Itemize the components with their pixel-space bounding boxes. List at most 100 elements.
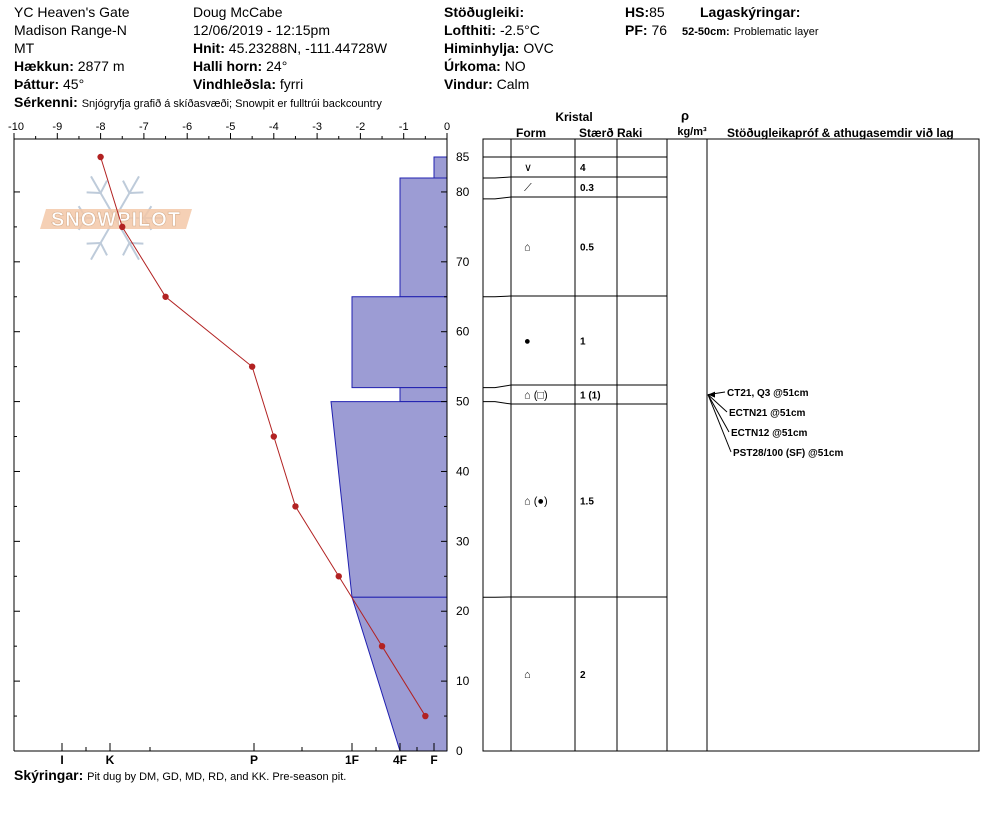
rho-header: ρ [681,108,689,123]
temperature-point [422,712,429,720]
depth-tick-label: 30 [456,534,470,548]
temperature-point [97,153,104,161]
moisture-header: Raki [617,126,642,140]
stability: Stöðugleiki: [444,4,525,20]
stability-test-result: CT21, Q3 @51cm [727,388,809,399]
temp-tick-label: -8 [96,121,106,133]
layer-boundary-line [483,176,667,179]
temp-tick-label: -10 [8,121,24,133]
size-header: Stærð [579,126,614,140]
range-name: Madison Range-N [14,22,127,38]
depth-top-label: 85 [456,150,470,164]
layer-grain-size: 0.5 [580,243,594,254]
layer-grain-form: ⟋ [524,182,532,194]
problem-layer-note: 52-50cm: Problematic layer [682,26,819,38]
temp-tick-label: -9 [52,121,62,133]
temp-tick-label: -1 [399,121,409,133]
precipitation: Úrkoma: NO [444,58,526,74]
depth-tick-label: 80 [456,185,470,199]
temperature-point [292,503,299,510]
layer-grain-size: 4 [580,163,586,174]
layer-grain-size: 0.3 [580,183,594,194]
layer-grain-form: ⌂ (●) [524,496,548,508]
temp-tick-label: -4 [269,121,279,133]
temperature-point [162,293,169,300]
depth-tick-label: 40 [456,464,470,478]
date-time: 12/06/2019 - 12:15pm [193,22,330,38]
density-unit-header: kg/m³ [677,126,707,138]
hardness-tick-label: I [60,753,63,767]
state-name: MT [14,40,35,56]
aspect: Þáttur: 45° [14,76,85,92]
kristal-header: Kristal [555,110,592,124]
logo-banner [40,209,192,229]
layer-grain-size: 1 [580,337,586,348]
slope-angle: Halli horn: 24° [193,58,288,74]
temp-tick-label: -2 [356,121,366,133]
air-temp: Lofthiti: -2.5°C [444,22,540,38]
depth-tick-label: 0 [456,744,463,758]
wind-speed: Vindur: Calm [444,76,530,92]
layer-grain-form: ⌂ [524,669,531,681]
test-pointer-line [707,394,732,453]
observer-name: Doug McCabe [193,4,283,20]
depth-tick-label: 70 [456,255,470,269]
notes: Skýringar: Pit dug by DM, GD, MD, RD, an… [14,767,347,783]
sky-cover: Himinhylja: OVC [444,40,554,56]
hardness-segment-4 [330,401,448,598]
layer-grain-size: 2 [580,670,586,681]
layer-boundary-line [483,401,667,405]
layer-grain-form: ⌂ [524,242,531,254]
temperature-point [270,433,277,440]
hardness-segment-1 [399,177,448,298]
test-pointer-line [707,394,730,433]
hardness-tick-label: K [106,753,115,767]
layer-boundary-line [483,384,667,389]
depth-tick-label: 60 [456,325,470,339]
layer-grain-form: ∨ [524,162,532,174]
logo-text: SNOWPILOT [51,209,181,231]
hardness-segment-3 [399,387,448,403]
temperature-point [248,363,256,370]
layer-boundary-line [483,295,667,298]
temperature-point [119,223,126,231]
hs-value: HS:85 [625,4,665,20]
test-arrow-icon [708,391,715,398]
legend-title: Lagaskýringar: [700,4,801,20]
table-frame [482,138,980,752]
site-name: YC Heaven's Gate [14,4,130,20]
elevation: Hækkun: 2877 m [14,58,125,74]
layer-grain-form: ⌂ (□) [524,390,548,402]
temperature-point [378,642,386,650]
depth-tick-label: 50 [456,395,470,409]
layer-boundary-line [483,196,667,200]
stability-test-result: PST28/100 (SF) @51cm [733,448,843,459]
form-header: Form [516,126,546,140]
hardness-segment-2 [351,296,448,389]
tests-header: Stöðugleikapróf & athugasemdir við lag [727,126,954,140]
wind-loading: Vindhleðsla: fyrri [193,76,304,92]
temp-tick-label: -3 [312,121,322,133]
layer-grain-size: 1 (1) [580,391,601,402]
temp-tick-label: -7 [139,121,149,133]
layer-grain-size: 1.5 [580,497,594,508]
layer-grain-form: ● [524,336,531,348]
feature: Sérkenni: Snjógryfja grafið á skíðasvæði… [14,94,382,110]
stability-test-result: ECTN21 @51cm [729,408,806,419]
stability-test-result: ECTN12 @51cm [731,428,808,439]
temp-tick-label: -6 [182,121,192,133]
hardness-tick-label: P [250,753,258,767]
hardness-tick-label: F [430,753,437,767]
depth-tick-label: 10 [456,674,470,688]
hardness-tick-label: 1F [345,753,359,767]
temp-tick-label: 0 [444,121,450,133]
hardness-segment-0 [433,156,448,179]
temp-tick-label: -5 [226,121,236,133]
coordinates: Hnit: 45.23288N, -111.44728W [193,40,388,56]
pf-value: PF: 76 [625,22,668,38]
depth-tick-label: 20 [456,604,470,618]
temperature-point [335,573,342,580]
test-pointer-line [707,394,728,413]
hardness-tick-label: 4F [393,753,407,767]
